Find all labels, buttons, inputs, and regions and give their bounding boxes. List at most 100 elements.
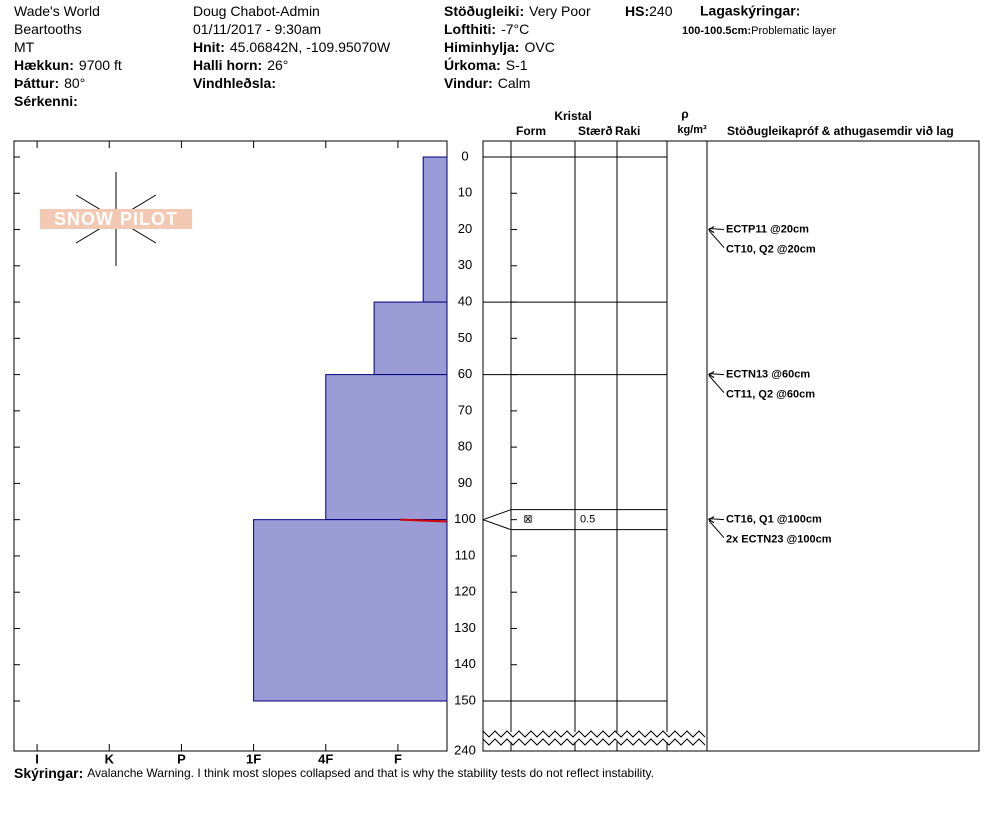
field-label: Sérkenni: (14, 93, 78, 109)
hardness-label: P (177, 751, 186, 766)
test-label: CT11, Q2 @60cm (726, 389, 815, 401)
axis-break-line (482, 738, 706, 746)
header-field: Vindhleðsla: (193, 75, 276, 91)
header-field: Halli horn: 26° (193, 57, 288, 73)
hardness-label: 1F (246, 751, 261, 766)
test-arrow (708, 520, 725, 538)
depth-label: 90 (458, 475, 472, 490)
hardness-bar (253, 519, 448, 702)
test-label: ECTP11 @20cm (726, 223, 809, 235)
hardness-bar (373, 301, 448, 376)
legend-range: 100-100.5cm: (682, 25, 751, 37)
legend-item: 100-100.5cm:Problematic layer (682, 25, 836, 37)
axis-break (484, 732, 706, 742)
field-label: Vindur: (444, 75, 493, 91)
header-field: Vindur: Calm (444, 75, 530, 91)
depth-label: 240 (454, 742, 476, 757)
depth-label: 140 (454, 656, 476, 671)
legend-text: Problematic layer (751, 25, 836, 37)
depth-label: 120 (454, 584, 476, 599)
depth-label: 10 (458, 185, 472, 200)
header-field: Wade's World (14, 3, 100, 19)
field-value: 26° (267, 57, 288, 73)
column-header: Stöðugleikapróf & athugasemdir við lag (727, 124, 954, 138)
field-value: 45.06842N, -109.95070W (230, 39, 391, 55)
test-label: CT10, Q2 @20cm (726, 243, 816, 255)
depth-label: 70 (458, 402, 472, 417)
field-label: Úrkoma: (444, 56, 501, 73)
hardness-label: F (394, 751, 402, 766)
logo-text: SNOW PILOT (54, 209, 178, 229)
test-label: CT16, Q1 @100cm (726, 514, 822, 526)
header-field: Hnit: 45.06842N, -109.95070W (193, 39, 391, 55)
comments-text: Avalanche Warning. I think most slopes c… (87, 766, 654, 780)
test-arrow (708, 518, 725, 521)
column-header: Form (516, 124, 546, 138)
layer-panel (482, 140, 980, 752)
test-arrow (708, 373, 725, 376)
header-field: 01/11/2017 - 9:30am (193, 21, 321, 37)
field-value: 240 (649, 3, 673, 19)
header-field: Himinhylja: OVC (444, 39, 555, 55)
arrow-head (708, 516, 715, 524)
crystal-size: 0.5 (580, 514, 595, 526)
arrow-head (708, 371, 715, 379)
depth-label: 150 (454, 692, 476, 707)
field-label: Halli horn: (193, 57, 262, 73)
field-label: Hnit: (193, 39, 225, 55)
field-value: 01/11/2017 - 9:30am (193, 21, 321, 37)
field-value: Wade's World (14, 3, 100, 19)
crystal-form: ⊠ (523, 514, 532, 526)
depth-label: 50 (458, 330, 472, 345)
axis-break-line (482, 730, 706, 738)
header-field: Beartooths (14, 21, 82, 37)
field-value: S-1 (506, 57, 528, 73)
field-value: Calm (498, 75, 531, 91)
layer-connector (482, 509, 512, 521)
problem-layer (399, 518, 448, 523)
test-arrow (708, 230, 725, 248)
header-field: Þáttur: 80° (14, 75, 85, 91)
field-label: Lofthiti: (444, 21, 496, 37)
field-value: Very Poor (529, 3, 591, 19)
header-field: Úrkoma: S-1 (444, 56, 528, 73)
arrow-head (708, 226, 715, 233)
column-header: Raki (615, 124, 640, 138)
column-header: Kristal (554, 109, 591, 123)
depth-label: 40 (458, 294, 472, 309)
logo: SNOW PILOT (40, 172, 192, 266)
field-label: Himinhylja: (444, 39, 519, 55)
header-field: Lofthiti: -7°C (444, 21, 529, 37)
test-arrow (708, 375, 725, 393)
field-label: Hækkun: (14, 57, 74, 73)
comments-label: Skýringar: (14, 765, 83, 781)
hardness-label: I (35, 751, 39, 766)
legend-title: Lagaskýringar: (700, 3, 800, 19)
test-label: ECTN13 @60cm (726, 369, 810, 381)
test-arrow (708, 228, 725, 231)
field-value: MT (14, 39, 35, 55)
test-label: 2x ECTN23 @100cm (726, 534, 832, 546)
hardness-bar (325, 374, 448, 521)
depth-label: 0 (461, 148, 468, 163)
header-field: Doug Chabot-Admin (193, 3, 320, 19)
logo-band (40, 209, 192, 229)
depth-label: 130 (454, 620, 476, 635)
depth-label: 100 (454, 511, 476, 526)
field-label: HS: (625, 3, 649, 19)
depth-label: 110 (455, 547, 476, 562)
comments: Skýringar: Avalanche Warning. I think mos… (14, 765, 654, 781)
field-label: Stöðugleiki: (444, 3, 524, 19)
hardness-bar (422, 156, 448, 303)
header-field: Sérkenni: (14, 93, 78, 109)
field-label: Þáttur: (14, 75, 59, 91)
field-label: Vindhleðsla: (193, 75, 276, 91)
hardness-label: 4F (318, 751, 333, 766)
header-field: Stöðugleiki: Very Poor (444, 3, 591, 19)
field-value: OVC (524, 39, 554, 55)
depth-label: 20 (458, 221, 472, 236)
depth-label: 30 (458, 257, 472, 272)
layer-connector (482, 519, 512, 531)
field-value: -7°C (501, 21, 529, 37)
